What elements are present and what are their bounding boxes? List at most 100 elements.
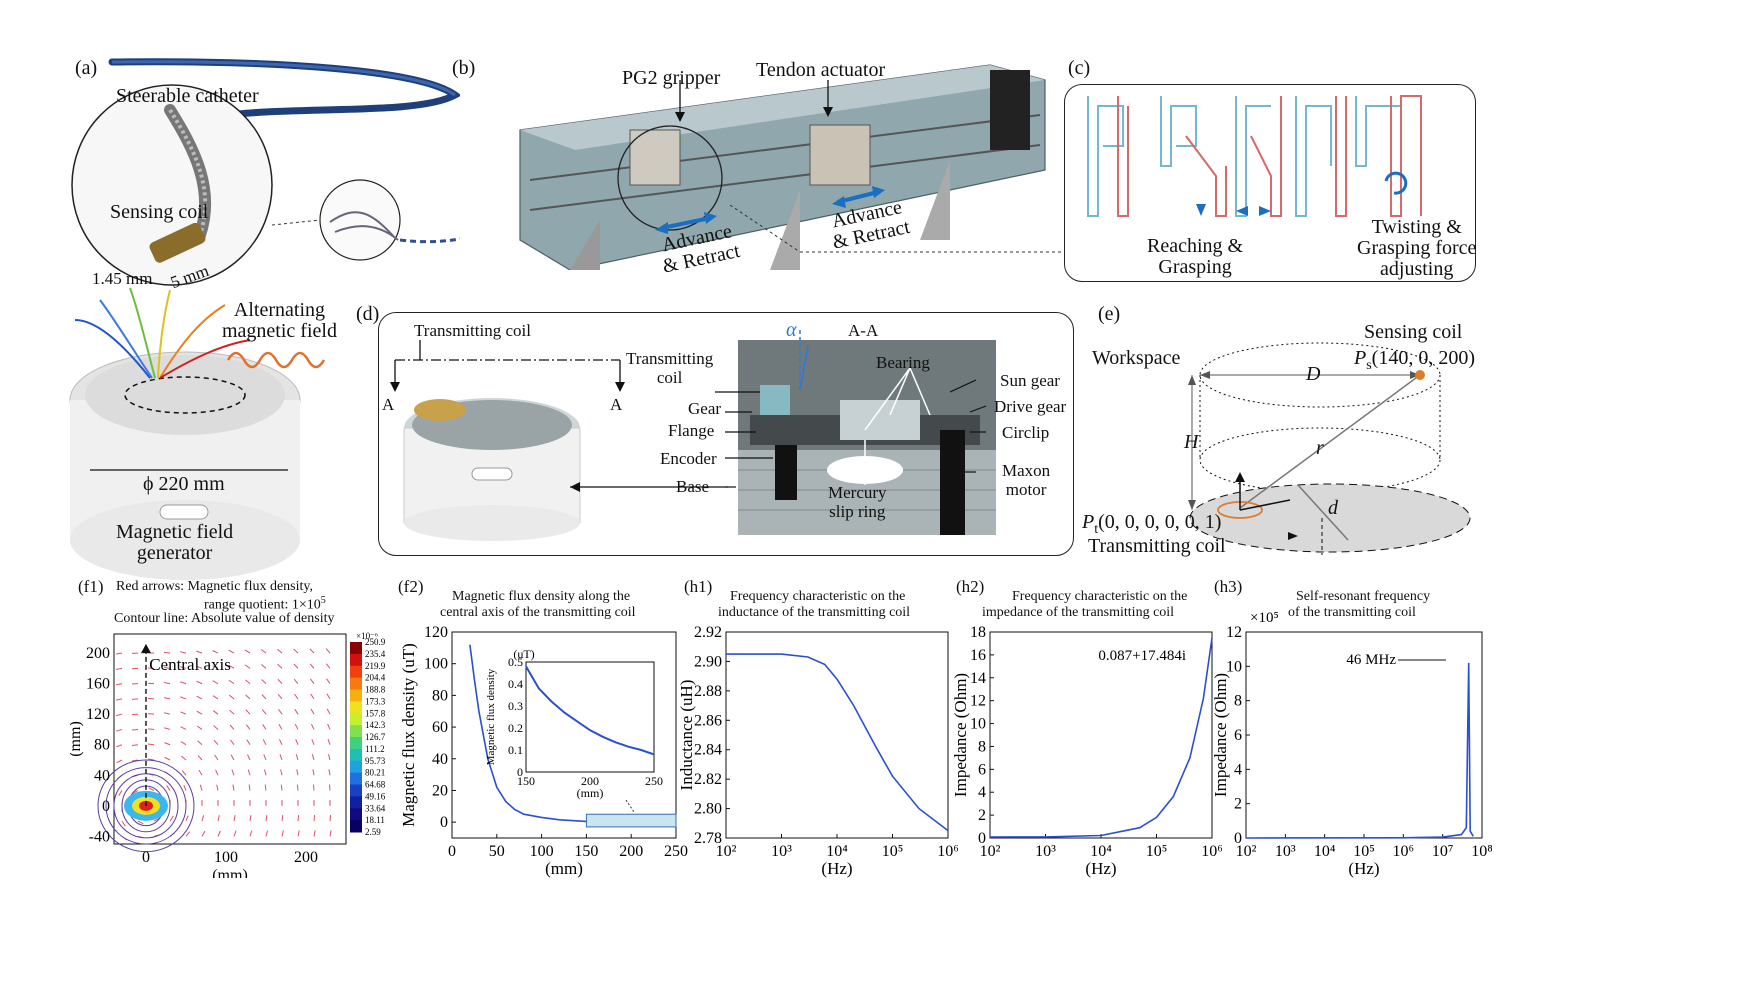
f1-field-arrow [230,739,235,746]
f1-field-arrow [325,648,331,654]
f1-field-arrow [312,784,315,791]
f1-field-arrow [278,724,283,730]
panel-c-tag: (c) [1068,57,1091,79]
f1-field-arrow [121,820,126,827]
f1-field-arrow [264,784,267,791]
h1-xlabel: (Hz) [821,859,852,878]
f1-field-arrow [245,709,251,715]
h3-ylabel: Impedance (Ohm) [1211,673,1230,797]
h3-ytick-label: 8 [1234,693,1242,710]
f1-field-arrow [132,790,139,794]
d-right-label-1: Sun gear [1000,371,1060,390]
f1-ylabel: (mm) [70,721,84,757]
f2-inset-line [525,665,655,756]
h1-ytick-label: 2.90 [694,653,722,670]
h2-title-1: Frequency characteristic on the [1012,589,1188,604]
f2-inset-xtick: 150 [517,774,535,788]
f1-field-arrow [212,695,219,700]
bearing-label: Bearing [876,353,930,372]
h1-xtick-label: 10⁴ [826,843,848,860]
f1-field-arrow [265,830,269,837]
gripper-label: PG2 gripper [622,67,721,89]
f1-field-arrow [217,830,221,837]
f1-xtick-label: 200 [294,849,318,866]
f1-ytick-label: 160 [86,676,110,693]
f1-colorbar-label: 2.59 [365,827,381,837]
section-title: A-A [848,321,879,340]
d-right-label-2: Drive gear [994,397,1067,416]
f1-field-arrow [215,769,219,776]
f1-field-arrow [297,815,300,822]
f1-field-arrow [196,710,203,715]
panel-a-tag: (a) [75,57,98,79]
f2-plot: 0 20 40 60 80 100 120 0 50 100 150 200 250 (mm) Magnet… [399,624,688,878]
f1-contour [97,759,195,853]
h3-annotation: 46 MHz [1346,652,1396,668]
f1-field-arrow [296,784,299,791]
f1-field-arrow [309,648,315,654]
h3-xtick-label: 10⁴ [1314,843,1336,860]
f1-field-arrow [280,784,283,791]
f2-ytick-label: 100 [424,656,448,673]
f1-colorbar-label: 33.64 [365,803,386,813]
f1-field-arrow [196,650,203,654]
f1-xtick-label: 0 [142,849,150,866]
f1-colorbar-swatch [350,665,362,679]
f2-inset-xtick: 250 [645,774,663,788]
f1-field-arrow [277,648,283,654]
f1-field-arrow [217,815,220,822]
f1-field-arrow [214,754,219,761]
f1-field-arrow [197,755,203,761]
f2-title-2: central axis of the transmitting coil [440,605,636,620]
f1-plot: Central axis 200 160 120 80 40 0 -40 0 100 200 (mm)… [70,631,386,878]
f1-field-arrow [180,696,187,700]
f1-field-arrow [181,755,187,761]
f1-field-arrow [233,815,236,822]
f1-field-arrow [310,693,315,700]
f1-field-arrow [326,693,331,700]
f1-field-arrow [263,769,267,776]
f1-field-arrow [164,756,171,761]
f1-field-arrow [163,651,171,654]
f2-xtick-label: 0 [448,843,456,860]
panel-e-tag: (e) [1098,303,1121,325]
f2-inset-ytick: 0.5 [508,655,523,669]
d-dist-label: d [1328,497,1338,519]
r-label: r [1316,437,1324,459]
workspace-label: Workspace [1092,347,1181,369]
h2-xtick-label: 10⁴ [1090,843,1112,860]
f2-title-1: Magnetic flux density along the [452,589,631,604]
f1-field-arrow [116,759,123,764]
h3-xlabel: (Hz) [1348,859,1379,878]
f1-field-arrow [164,697,171,700]
h3-xtick-label: 10⁸ [1471,843,1492,860]
f1-field-arrow [196,725,203,730]
f1-field-arrow [180,651,187,654]
f1-field-arrow [294,693,299,700]
generator-section [390,330,996,541]
f1-field-arrow [310,723,315,730]
f1-field-arrow [196,695,203,700]
f1-field-arrow [328,769,331,776]
h3-ytick-label: 10 [1226,658,1242,675]
f1-xtick-label: 100 [214,849,238,866]
h3-xtick-label: 10⁷ [1432,843,1454,860]
f1-field-arrow [148,787,155,791]
f1-colorbar-label: 250.9 [365,637,386,647]
f1-field-arrow [326,678,331,684]
f1-colorbar-swatch [350,796,362,809]
f1-colorbar-swatch [350,701,362,714]
catheter-label: Steerable catheter [116,85,259,107]
f1-field-arrow [281,830,284,837]
f2-xtick-label: 100 [530,843,554,860]
f1-colorbar-label: 64.68 [365,780,386,790]
f1-field-arrow [293,663,299,669]
robot-illustration [519,64,1046,270]
f1-ytick-label: 0 [102,798,110,815]
f1-title-2: range quotient: 1×105 [204,595,326,613]
f1-field-arrow [296,769,299,776]
f1-colorbar-label: 188.8 [365,685,386,695]
d-right-label-4: Maxon motor [1002,461,1051,499]
f1-field-arrow [212,710,219,715]
f2-axes-frame [451,631,677,839]
